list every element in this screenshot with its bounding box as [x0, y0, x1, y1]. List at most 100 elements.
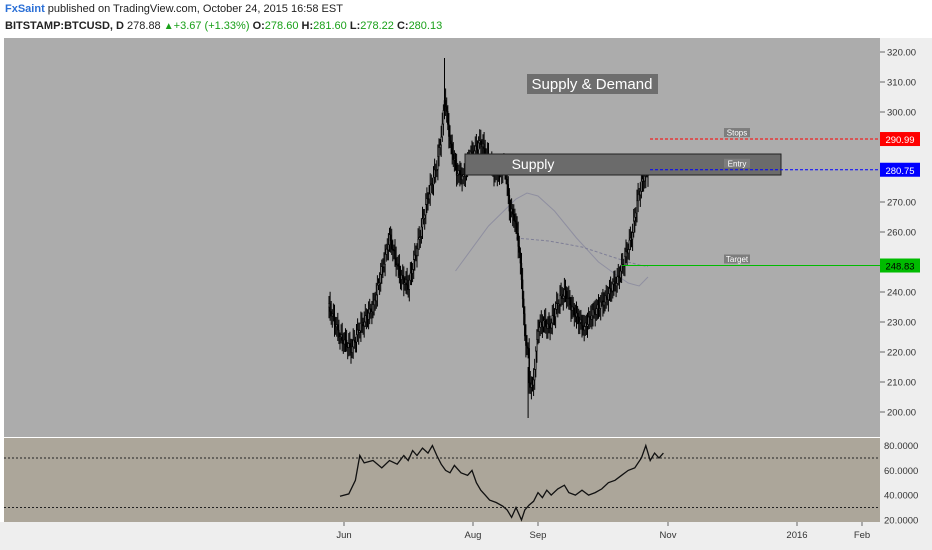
candle-body: [458, 170, 460, 175]
level-tag-stops: Stops: [727, 129, 747, 138]
candle-body: [424, 214, 426, 219]
candle-body: [616, 276, 618, 284]
candle-body: [369, 308, 371, 314]
candle-body: [570, 304, 572, 311]
candle-body: [453, 158, 456, 161]
x-tick-label: Sep: [530, 530, 547, 541]
candle-body: [563, 289, 566, 297]
price-label-bg: [880, 258, 920, 273]
candle-body: [345, 339, 348, 347]
candle-body: [437, 156, 439, 170]
candle-body: [481, 144, 483, 147]
candle-body: [529, 382, 531, 388]
candle-body: [630, 237, 633, 240]
candle-body: [419, 236, 422, 238]
candle-body: [367, 312, 370, 320]
candle-body: [628, 239, 630, 250]
candle-body: [479, 140, 481, 144]
candle-body: [627, 249, 629, 254]
candle-body: [508, 195, 511, 212]
candle-body: [365, 315, 368, 318]
candle-body: [438, 147, 440, 157]
candle-body: [427, 198, 429, 200]
y-tick-label: 200.00: [887, 408, 916, 419]
candle-body: [590, 315, 592, 320]
candle-body: [549, 325, 551, 329]
candle-body: [352, 339, 354, 348]
price-pane-bg: [4, 38, 880, 437]
candle-body: [640, 181, 643, 192]
candle-body: [448, 124, 450, 137]
candle-body: [565, 290, 568, 299]
y-axis-bg: [880, 38, 932, 522]
candle-body: [567, 297, 569, 300]
open-label: O:: [252, 20, 265, 32]
candle-body: [581, 319, 583, 326]
candle-body: [521, 279, 524, 300]
candle-body: [370, 308, 372, 313]
candle-body: [343, 339, 346, 345]
candle-body: [363, 321, 365, 327]
candle-body: [629, 237, 632, 241]
author-link[interactable]: FxSaint: [5, 3, 45, 15]
candle-body: [439, 144, 441, 148]
high-label: H:: [301, 20, 314, 32]
candle-body: [417, 239, 419, 250]
candle-body: [631, 232, 634, 240]
level-tag-entry: Entry: [728, 159, 747, 168]
candle-body: [534, 369, 536, 381]
oscillator-line: [339, 443, 664, 522]
candle-body: [350, 346, 352, 353]
candle-body: [446, 106, 448, 112]
y-tick-label: 240.00: [887, 288, 916, 299]
candle-body: [537, 331, 539, 340]
osc-tick-label: 60.0000: [884, 466, 918, 477]
candle-body: [553, 315, 556, 318]
candle-body: [402, 275, 404, 279]
candle-body: [415, 254, 417, 257]
candle-body: [543, 319, 546, 322]
candle-body: [547, 323, 549, 329]
candle-body: [328, 303, 330, 308]
candle-body: [571, 306, 573, 311]
candle-body: [341, 334, 343, 341]
candle-body: [459, 170, 461, 176]
candle-body: [330, 311, 332, 317]
candle-body: [620, 264, 623, 272]
candle-body: [388, 234, 391, 245]
candle-body: [342, 340, 345, 345]
candle-body: [483, 143, 485, 149]
candle-body: [550, 322, 552, 329]
candle-body: [606, 297, 608, 300]
published-text: published on TradingView.com, October 24…: [47, 3, 343, 15]
candle-body: [614, 281, 616, 287]
low-label: L:: [349, 20, 361, 32]
symbol-label[interactable]: BITSTAMP:BTCUSD, D: [5, 20, 124, 32]
publish-line: FxSaint published on TradingView.com, Oc…: [5, 3, 343, 15]
candle-body: [380, 274, 382, 284]
candle-body: [589, 315, 591, 318]
candle-body: [576, 312, 579, 318]
candle-body: [406, 279, 408, 286]
candle-body: [471, 151, 473, 154]
candle-body: [582, 325, 584, 331]
candle-body: [564, 289, 567, 292]
candle-body: [527, 346, 529, 349]
candle-body: [397, 263, 400, 267]
candle-body: [612, 283, 614, 292]
candle-body: [398, 265, 401, 276]
candle-body: [457, 173, 459, 176]
candle-body: [354, 341, 357, 343]
candle-body: [356, 329, 359, 335]
chart-header: FxSaint published on TradingView.com, Oc…: [0, 0, 932, 38]
last-price: 278.88: [127, 20, 161, 32]
oscillator-pane-bg: [4, 438, 880, 522]
candle-body: [559, 295, 561, 305]
price-label-entry: 280.75: [885, 166, 914, 177]
candle-body: [416, 248, 418, 256]
candle-body: [364, 315, 367, 323]
candle-body: [523, 298, 525, 314]
candle-body: [575, 312, 578, 317]
candle-body: [507, 184, 510, 196]
